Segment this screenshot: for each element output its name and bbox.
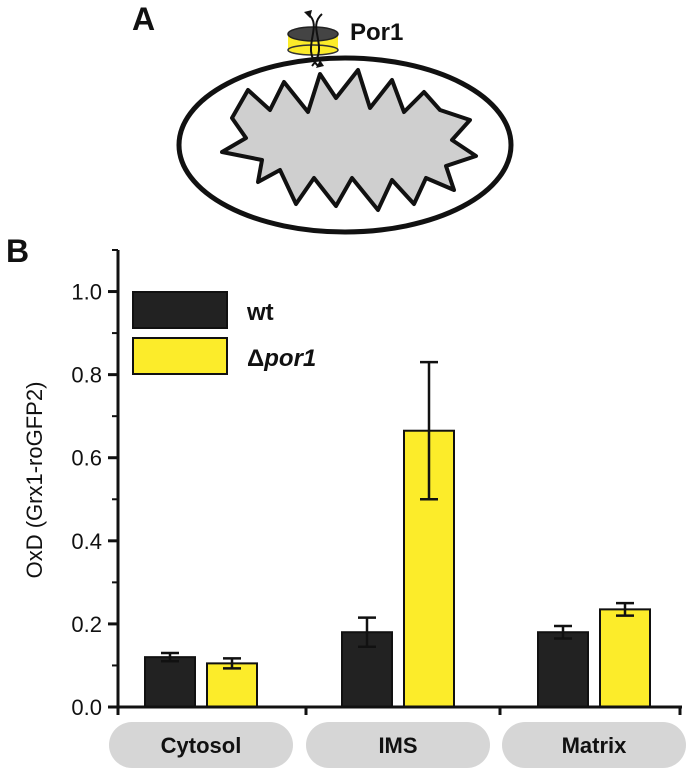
inner-membrane-matrix: [220, 68, 478, 212]
y-tick-label: 0.8: [71, 363, 102, 388]
por1-channel: [287, 10, 339, 68]
legend-delta: Δ: [247, 345, 264, 372]
transport-arrow-in: [307, 13, 319, 67]
category-label-cytosol: Cytosol: [161, 733, 242, 758]
legend: wt Δpor1: [132, 291, 316, 375]
mitochondrion-diagram: Por1: [176, 10, 514, 235]
category-label-ims: IMS: [378, 733, 417, 758]
category-labels: Cytosol IMS Matrix: [109, 722, 686, 768]
category-pill-matrix: [502, 722, 686, 768]
panel-b-letter: B: [6, 233, 29, 269]
legend-label-wt: wt: [246, 299, 274, 326]
y-tick-label: 0.4: [71, 529, 102, 554]
legend-swatch-por1: [132, 337, 228, 375]
y-tick-label: 0.6: [71, 446, 102, 471]
panel-a-letter: A: [132, 1, 155, 37]
legend-por1-italic: por1: [263, 345, 316, 372]
category-label-matrix: Matrix: [562, 733, 628, 758]
y-tick-label: 0.0: [71, 695, 102, 720]
legend-label-por1: Δpor1: [247, 345, 316, 372]
bars: [116, 360, 682, 715]
por1-channel-bottom: [287, 44, 339, 56]
bar-matrix-por1: [599, 608, 651, 708]
bar-matrix-wt: [537, 631, 589, 709]
y-axis-title: OxD (Grx1-roGFP2): [22, 382, 47, 579]
category-pill-cytosol: [109, 722, 293, 768]
bar-cytosol-wt: [144, 656, 196, 708]
arrowhead-top-icon: [304, 10, 312, 18]
category-pill-ims: [306, 722, 490, 768]
por1-label: Por1: [350, 19, 403, 46]
bar-cytosol-por1: [206, 662, 258, 708]
arrowhead-bottom-icon: [316, 60, 324, 68]
y-tick-label: 0.2: [71, 612, 102, 637]
y-axis-ticks: 0.0 0.2 0.4 0.6 0.8 1.0: [71, 249, 118, 720]
legend-swatch-wt: [132, 291, 228, 329]
transport-arrow-out: [311, 13, 323, 67]
y-tick-label: 1.0: [71, 280, 102, 305]
